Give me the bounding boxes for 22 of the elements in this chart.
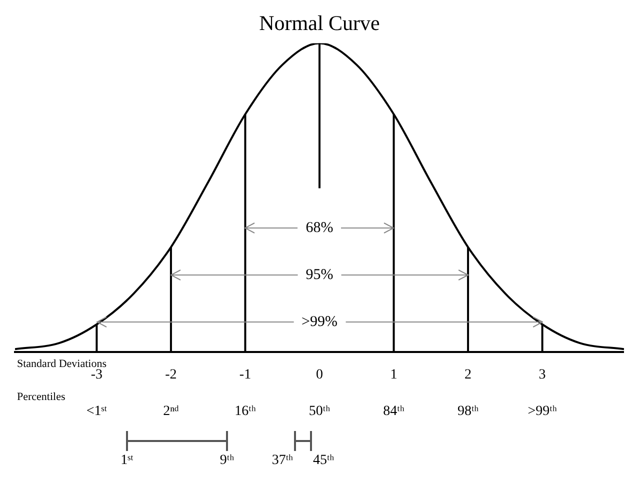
x-tick-label: -2 bbox=[165, 367, 177, 382]
text: 84ᵗʰ bbox=[383, 404, 405, 419]
x-tick-label: 2 bbox=[464, 367, 472, 382]
text: 16ᵗʰ bbox=[234, 404, 256, 419]
text: 37ᵗʰ bbox=[272, 452, 294, 468]
x-tick-label: 3 bbox=[538, 367, 546, 382]
x-tick-label: 0 bbox=[316, 367, 323, 382]
x-tick-label: 1 bbox=[390, 367, 398, 382]
text: 50ᵗʰ bbox=[308, 404, 331, 419]
text: 9ᵗʰ bbox=[220, 452, 235, 468]
text: >99ᵗʰ bbox=[528, 404, 558, 419]
text: 1ˢᵗ bbox=[120, 452, 134, 468]
annotation: 68% bbox=[306, 220, 334, 236]
text: 98ᵗʰ bbox=[457, 404, 480, 419]
text: 45ᵗʰ bbox=[313, 452, 335, 468]
text: Percentiles bbox=[17, 391, 66, 404]
text: 2ⁿᵈ bbox=[163, 404, 180, 419]
text: <1ˢᵗ bbox=[86, 404, 108, 419]
annotation: >99% bbox=[302, 314, 338, 330]
chart-title: Normal Curve bbox=[259, 11, 380, 36]
annotation: 95% bbox=[306, 267, 334, 284]
x-tick-label: -1 bbox=[239, 367, 252, 382]
